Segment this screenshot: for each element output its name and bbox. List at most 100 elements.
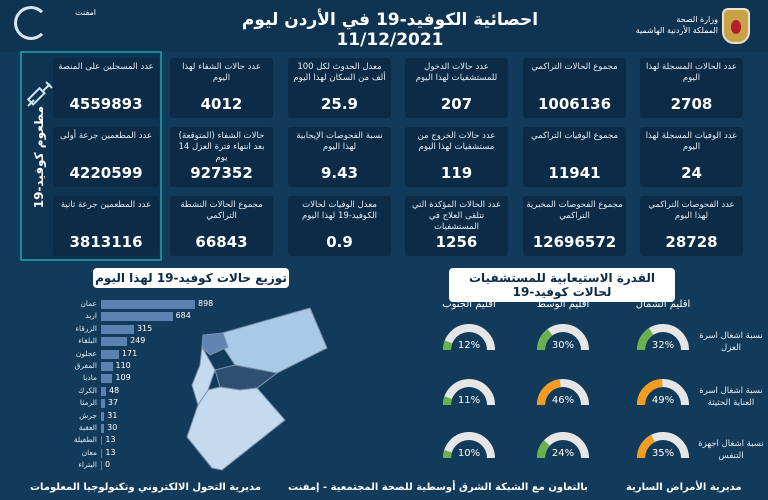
gauge bbox=[537, 324, 589, 351]
bar-value: 13 bbox=[105, 435, 116, 445]
page-title: احصائية الكوفيد-19 في الأردن ليوم 11/12/… bbox=[200, 10, 580, 50]
gauge-percent: 12 bbox=[457, 340, 471, 351]
jordan-crest-icon bbox=[722, 8, 750, 44]
stat-card: عدد الحالات المؤكدة التي تتلقى العلاج في… bbox=[405, 196, 508, 256]
kingdom: المملكة الأردنية الهاشمية bbox=[635, 26, 718, 35]
gauge-fill bbox=[637, 379, 663, 406]
stat-label: حالات الشفاء (المتوقعة) بعد انتهاء فترة … bbox=[178, 131, 265, 163]
stat-label: عدد الوفيات المسجلة لهذا اليوم bbox=[645, 131, 738, 152]
vaccination-label: عدد المسجلين على المنصة bbox=[58, 62, 154, 72]
bar bbox=[101, 448, 103, 458]
region-header: اقليم الجنوب bbox=[442, 299, 496, 310]
bar bbox=[101, 337, 128, 347]
stat-value: 12696572 bbox=[532, 233, 617, 251]
stat-label: عدد حالات الشفاء لهذا اليوم bbox=[182, 62, 261, 83]
vaccination-card: عدد المسجلين على المنصة 4559893 bbox=[53, 58, 159, 118]
bar-value: 171 bbox=[121, 348, 138, 358]
bar-value: 898 bbox=[198, 299, 214, 308]
gauge-percent: 49 bbox=[651, 395, 665, 406]
bar bbox=[101, 461, 102, 471]
stat-label: مجموع الوفيات التراكمي bbox=[531, 131, 618, 141]
stat-label: عدد حالات الخروج من مستشفيات لهذا اليوم bbox=[417, 131, 496, 152]
stat-value: 28728 bbox=[665, 233, 718, 251]
bar-value: 31 bbox=[107, 410, 118, 420]
gauge bbox=[637, 379, 689, 406]
distribution-title: توزيع حالات كوفيد-19 لهذا اليوم bbox=[93, 268, 289, 288]
map-region-irbid bbox=[201, 332, 229, 356]
bar-value: 249 bbox=[130, 336, 146, 346]
bar-value: 110 bbox=[115, 361, 131, 370]
stat-value: 9.43 bbox=[320, 164, 358, 182]
bar-label: الكرك bbox=[78, 385, 97, 395]
capacity-row-label: نسبة اشغال اجهزة التنفس bbox=[698, 439, 764, 461]
gauge-percent: 24 bbox=[551, 448, 565, 459]
gauge bbox=[537, 379, 589, 406]
region-header: اقليم الوسط bbox=[536, 299, 590, 310]
gauge-value: 11% bbox=[457, 395, 481, 406]
gauge-fill bbox=[537, 328, 553, 351]
stat-label: عدد الحالات المسجلة لهذا اليوم bbox=[646, 62, 737, 83]
gauge-track bbox=[443, 324, 495, 351]
gauge-value: 12% bbox=[457, 340, 481, 351]
bar bbox=[101, 374, 113, 384]
stat-value: 119 bbox=[440, 164, 473, 182]
stat-label: عدد الحالات المؤكدة التي تتلقى العلاج في… bbox=[411, 200, 502, 232]
stat-card: عدد الحالات المسجلة لهذا اليوم 2708 bbox=[640, 58, 743, 118]
stat-card: مجموع الوفيات التراكمي 11941 bbox=[523, 127, 626, 187]
capacity-row-label: نسبة اشغال اسرة العزل bbox=[699, 331, 763, 353]
vaccination-label: عدد المطعمين جرعة أولى bbox=[59, 131, 153, 141]
gauge-value: 46% bbox=[551, 395, 575, 406]
bar-label: العقبة bbox=[78, 423, 97, 432]
emphnet-logo bbox=[14, 6, 48, 40]
stat-value: 66843 bbox=[195, 233, 248, 251]
bar bbox=[101, 300, 195, 309]
gauge-percent: 11 bbox=[457, 395, 471, 406]
gauge-track bbox=[443, 432, 495, 459]
gauge-percent: 10 bbox=[457, 448, 471, 459]
title-text: احصائية الكوفيد-19 في الأردن ليوم bbox=[241, 10, 539, 30]
stat-card: مجموع الحالات النشطة التراكمي 66843 bbox=[170, 196, 273, 256]
vaccination-card: عدد المطعمين جرعة ثانية 3813116 bbox=[53, 196, 159, 256]
vaccination-value: 3813116 bbox=[69, 233, 143, 251]
bar-label: عمان bbox=[80, 299, 97, 308]
stat-card: معدل الوفيات لحالات الكوفيد-19 لهذا اليو… bbox=[288, 196, 391, 256]
gauge bbox=[537, 432, 589, 459]
jordan-map bbox=[186, 307, 328, 471]
vaccination-title: مطعوم كوفيد-19 bbox=[32, 106, 46, 209]
gauge bbox=[442, 324, 495, 351]
header bbox=[0, 0, 768, 52]
bar-value: 684 bbox=[175, 311, 191, 321]
gauge bbox=[637, 432, 689, 459]
gauge-fill bbox=[637, 328, 654, 351]
map-region-west bbox=[191, 345, 216, 407]
bar-label: عجلون bbox=[75, 348, 97, 358]
stat-card: مجموع الفحوصات المخبرية التراكمي 12696572 bbox=[523, 196, 626, 256]
bar bbox=[101, 362, 113, 371]
footer-center: بالتعاون مع الشبكة الشرق أوسطية للصحة ال… bbox=[288, 482, 588, 493]
gauge-value: 32% bbox=[651, 340, 675, 351]
stat-card: عدد الفحوصات التراكمي لهذا اليوم 28728 bbox=[640, 196, 743, 256]
gauge-percent: 46 bbox=[551, 395, 565, 406]
vaccination-label: عدد المطعمين جرعة ثانية bbox=[60, 200, 152, 210]
stat-card: مجموع الحالات التراكمي 1006136 bbox=[523, 58, 626, 118]
stat-card: نسبة الفحوصات الإيجابية لهذا اليوم 9.43 bbox=[288, 127, 391, 187]
gauge bbox=[443, 432, 495, 459]
stat-card: عدد حالات الدخول للمستشفيات لهذا اليوم 20… bbox=[405, 58, 508, 118]
stat-label: عدد الفحوصات التراكمي لهذا اليوم bbox=[648, 200, 735, 221]
bar-label: اربد bbox=[85, 311, 97, 321]
vaccination-card: عدد المطعمين جرعة أولى 4220599 bbox=[53, 127, 159, 187]
bar bbox=[101, 386, 107, 396]
bar-label: الرمثا bbox=[79, 398, 97, 408]
stat-card: حالات الشفاء (المتوقعة) بعد انتهاء فترة … bbox=[170, 127, 273, 187]
stat-card: عدد الوفيات المسجلة لهذا اليوم 24 bbox=[640, 127, 743, 187]
bar bbox=[101, 312, 173, 322]
bar-label: البتراء bbox=[78, 460, 97, 470]
stat-label: معدل الحدوث لكل 100 ألف من السكان لهذا ا… bbox=[293, 62, 386, 83]
bar-value: 0 bbox=[105, 460, 111, 470]
bar-label: جرش bbox=[79, 410, 97, 420]
bar bbox=[101, 399, 105, 409]
stat-value: 927352 bbox=[190, 164, 253, 182]
gauge-percent: 32 bbox=[651, 340, 665, 351]
stat-value: 0.9 bbox=[326, 233, 353, 251]
capacity-row-label: نسبة اشغال اسرة العناية الحثيثة bbox=[699, 386, 763, 408]
